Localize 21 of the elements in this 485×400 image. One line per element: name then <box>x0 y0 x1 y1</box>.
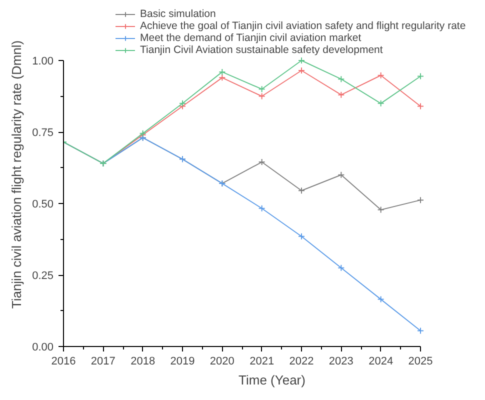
x-tick-label: 2025 <box>408 356 433 368</box>
legend-label: Achieve the goal of Tianjin civil aviation safety and flight regularity rate <box>140 20 466 32</box>
x-tick-label: 2017 <box>90 356 116 368</box>
x-tick-label: 2024 <box>368 356 394 368</box>
x-tick-label: 2023 <box>328 356 354 368</box>
x-axis-title: Time (Year) <box>238 372 306 388</box>
x-tick-label: 2020 <box>210 356 234 368</box>
y-tick-label: 0.75 <box>32 127 54 139</box>
y-tick-label: 1.00 <box>32 56 54 68</box>
x-tick-label: 2019 <box>170 356 195 368</box>
x-tick-label: 2016 <box>51 356 76 368</box>
x-tick-label: 2021 <box>250 356 274 368</box>
y-tick-label: 0.25 <box>32 270 54 282</box>
y-tick-label: 0.50 <box>32 198 54 210</box>
legend-label: Basic simulation <box>140 8 216 20</box>
x-tick-label: 2022 <box>289 356 314 368</box>
y-axis-title: Tianjin civil aviation flight regularity rate (Dmnl) <box>9 40 24 309</box>
legend-label: Tianjin Civil Aviation sustainable safety development <box>140 44 383 56</box>
x-tick-label: 2018 <box>130 356 156 368</box>
y-tick-label: 0.00 <box>32 342 54 354</box>
legend-label: Meet the demand of Tianjin civil aviation market <box>140 32 362 44</box>
